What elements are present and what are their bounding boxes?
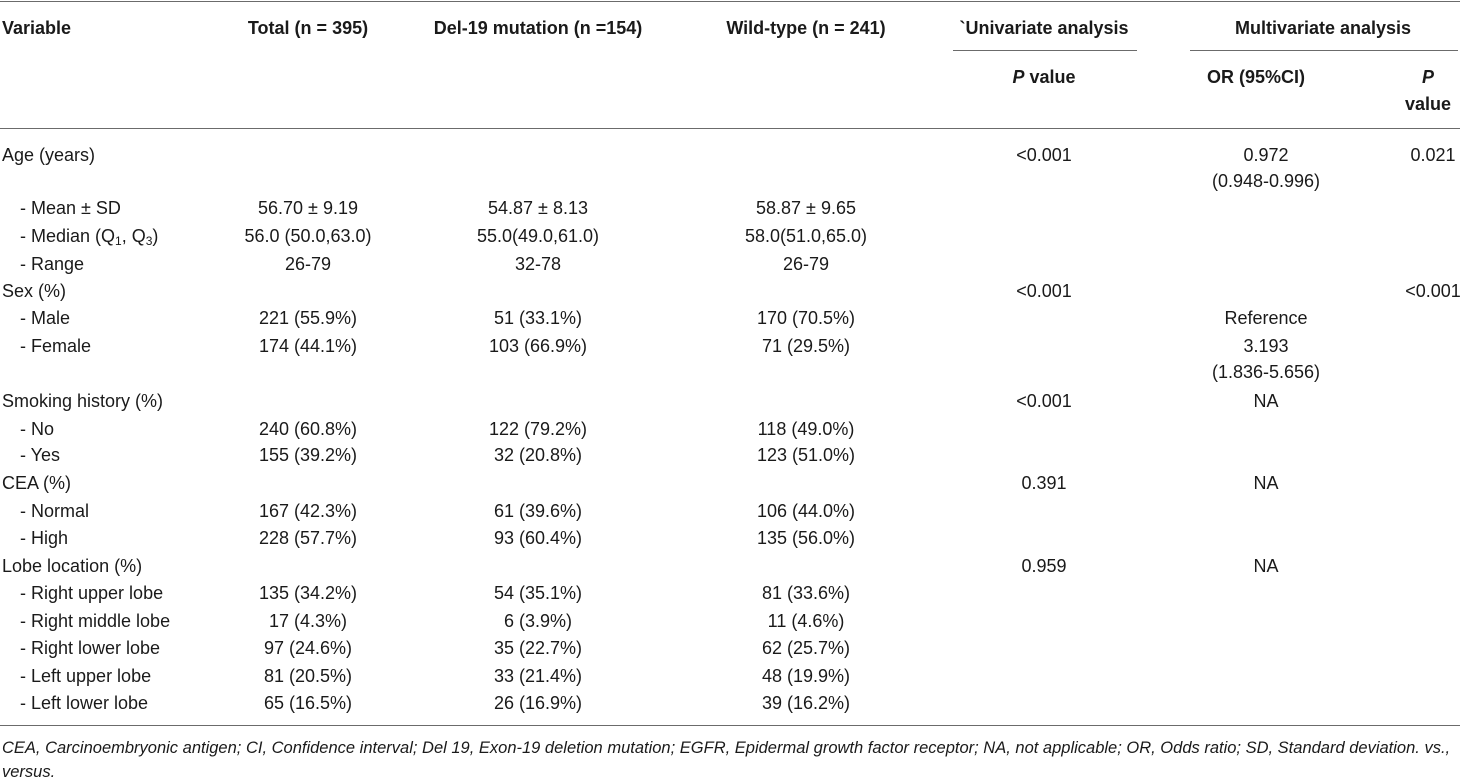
cell-wild-type: 39 (16.2%) [761, 693, 851, 713]
cell-total: 97 (24.6%) [263, 638, 353, 658]
cell-wild-type: 123 (51.0%) [756, 445, 856, 465]
cell-or-ci-range: (0.948-0.996) [1211, 171, 1321, 191]
cell-multivariate-p: 0.021 [1410, 145, 1456, 165]
cell-wild-type: 71 (29.5%) [761, 336, 851, 356]
row-label-part: , Q [121, 226, 146, 246]
cell-or-ci: Reference [1224, 308, 1308, 328]
header-or-ci: OR (95%CI) [1206, 67, 1306, 87]
header-wild-type: Wild-type (n = 241) [726, 18, 886, 38]
row-label: - Right upper lobe [20, 583, 164, 603]
row-label: - Right lower lobe [20, 638, 161, 658]
cell-del19: 122 (79.2%) [488, 419, 588, 439]
row-label: - No [20, 419, 55, 439]
row-label-part: ) [152, 226, 159, 246]
cell-wild-type: 48 (19.9%) [761, 666, 851, 686]
cell-wild-type: 118 (49.0%) [757, 419, 855, 439]
cell-total: 81 (20.5%) [263, 666, 353, 686]
table-top-rule [0, 1, 1460, 2]
header-multi-p: P [1421, 67, 1435, 87]
cell-univariate-p: <0.001 [1016, 145, 1072, 165]
cell-or-ci: NA [1253, 473, 1279, 493]
cell-or-ci: NA [1253, 391, 1279, 411]
cell-wild-type: 58.0(51.0,65.0) [744, 226, 868, 246]
header-bottom-rule [0, 128, 1460, 129]
cell-or-ci: NA [1253, 556, 1279, 576]
row-label: - Mean ± SD [20, 198, 121, 218]
cell-wild-type: 135 (56.0%) [756, 528, 856, 548]
cell-wild-type: 26-79 [782, 254, 830, 274]
table-footnote: CEA, Carcinoembryonic antigen; CI, Confi… [2, 739, 1451, 781]
cell-wild-type: 62 (25.7%) [761, 638, 851, 658]
cell-univariate-p: <0.001 [1016, 391, 1072, 411]
header-value-word: value [1029, 67, 1076, 87]
row-label: - Normal [20, 501, 90, 521]
cell-total: 240 (60.8%) [258, 419, 358, 439]
cell-wild-type: 58.87 ± 9.65 [756, 198, 856, 218]
cell-total: 155 (39.2%) [258, 445, 358, 465]
table-bottom-rule [0, 725, 1460, 726]
univariate-underline [953, 50, 1137, 51]
row-label-subscript: 1 [115, 234, 122, 248]
row-label: - Yes [20, 445, 61, 465]
cell-total: 228 (57.7%) [258, 528, 358, 548]
row-label: Smoking history (%) [2, 391, 164, 411]
cell-total: 221 (55.9%) [258, 308, 358, 328]
row-label: CEA (%) [2, 473, 72, 493]
cell-del19: 54.87 ± 8.13 [488, 198, 588, 218]
cell-total: 56.0 (50.0,63.0) [244, 226, 372, 246]
cell-univariate-p: 0.391 [1021, 473, 1067, 493]
header-total: Total (n = 395) [247, 18, 369, 38]
row-label: - Left upper lobe [20, 666, 152, 686]
cell-or-ci-range: (1.836-5.656) [1211, 362, 1321, 382]
cell-total: 17 (4.3%) [268, 611, 348, 631]
cell-or-ci: 0.972 [1243, 145, 1289, 165]
cell-total: 174 (44.1%) [258, 336, 358, 356]
cell-del19: 61 (39.6%) [493, 501, 583, 521]
row-label: - Male [20, 308, 71, 328]
cell-univariate-p: <0.001 [1016, 281, 1072, 301]
cell-del19: 32-78 [514, 254, 562, 274]
cell-del19: 103 (66.9%) [488, 336, 588, 356]
row-label: - High [20, 528, 69, 548]
header-multi-value: value [1404, 94, 1452, 114]
row-label-part: - Median (Q [20, 226, 116, 246]
cell-del19: 35 (22.7%) [493, 638, 583, 658]
header-uni-p-value: P value [1012, 66, 1075, 88]
row-label: - Range [20, 254, 85, 274]
header-multivariate: Multivariate analysis [1234, 18, 1412, 38]
row-label: Age (years) [2, 145, 96, 165]
cell-total: 167 (42.3%) [258, 501, 358, 521]
multivariate-underline [1190, 50, 1458, 51]
row-label: - Right middle lobe [20, 611, 171, 631]
cell-del19: 93 (60.4%) [493, 528, 583, 548]
row-label: - Median (Q1, Q3) [20, 225, 158, 247]
header-univariate: `Univariate analysis [959, 18, 1129, 38]
cell-del19: 54 (35.1%) [493, 583, 583, 603]
cell-wild-type: 170 (70.5%) [756, 308, 856, 328]
cell-total: 26-79 [284, 254, 332, 274]
cell-or-ci: 3.193 [1243, 336, 1289, 356]
cell-del19: 32 (20.8%) [493, 445, 583, 465]
cell-total: 65 (16.5%) [263, 693, 353, 713]
cell-total: 135 (34.2%) [258, 583, 358, 603]
cell-univariate-p: 0.959 [1021, 556, 1067, 576]
cell-del19: 33 (21.4%) [493, 666, 583, 686]
row-label: - Female [20, 336, 92, 356]
cell-del19: 51 (33.1%) [493, 308, 583, 328]
cell-wild-type: 106 (44.0%) [756, 501, 856, 521]
header-p-italic: P [1012, 67, 1025, 87]
cell-del19: 6 (3.9%) [503, 611, 573, 631]
header-variable: Variable [2, 18, 72, 38]
cell-del19: 55.0(49.0,61.0) [476, 226, 600, 246]
row-label: - Left lower lobe [20, 693, 149, 713]
cell-wild-type: 11 (4.6%) [767, 611, 845, 631]
cell-wild-type: 81 (33.6%) [761, 583, 851, 603]
header-del19: Del-19 mutation (n =154) [433, 18, 643, 38]
cell-del19: 26 (16.9%) [493, 693, 583, 713]
row-label-subscript: 3 [145, 234, 153, 248]
row-label: Sex (%) [2, 281, 67, 301]
cell-total: 56.70 ± 9.19 [258, 198, 358, 218]
cell-multivariate-p: <0.001 [1405, 281, 1460, 301]
row-label: Lobe location (%) [2, 556, 143, 576]
